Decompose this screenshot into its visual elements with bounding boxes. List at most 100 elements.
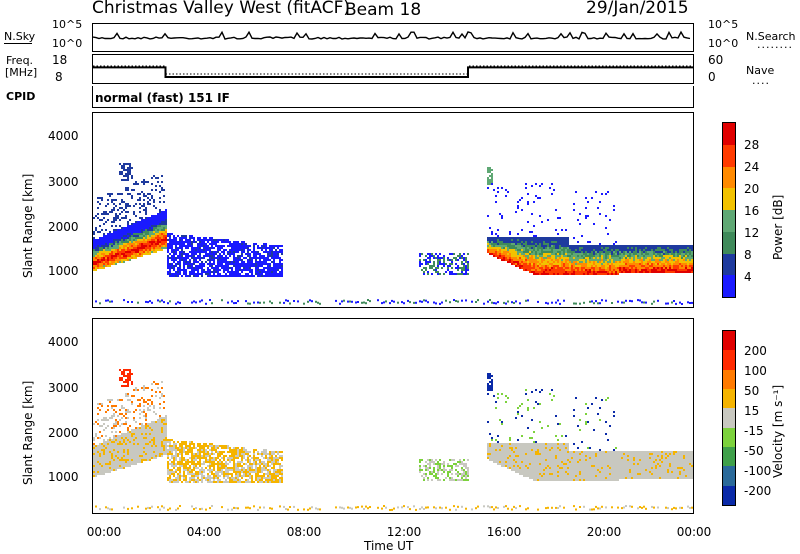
- power-pixel: [575, 259, 577, 261]
- velocity-pixel: [167, 473, 169, 475]
- power-pixel: [495, 247, 497, 249]
- velocity-pixel: [147, 425, 149, 427]
- power-pixel: [261, 275, 263, 277]
- power-pixel: [685, 267, 687, 269]
- velocity-pixel: [193, 467, 195, 469]
- velocity-pixel: [101, 425, 103, 427]
- power-pixel: [605, 247, 607, 249]
- power-pixel: [177, 269, 179, 271]
- power-pixel: [125, 241, 127, 243]
- power-pixel: [437, 263, 439, 265]
- power-pixel: [669, 257, 671, 259]
- power-pixel: [573, 302, 575, 305]
- power-pixel: [159, 191, 161, 193]
- power-pixel: [113, 219, 115, 221]
- power-pixel: [585, 197, 587, 199]
- velocity-pixel: [115, 453, 117, 455]
- power-pixel: [155, 243, 157, 245]
- power-pixel: [119, 193, 121, 195]
- velocity-pixel: [119, 451, 121, 453]
- power-pixel: [491, 245, 493, 247]
- velocity-pixel: [125, 375, 127, 377]
- power-pixel: [585, 261, 587, 263]
- power-pixel: [591, 253, 593, 255]
- power-pixel: [497, 241, 499, 243]
- velocity-pixel: [189, 451, 191, 453]
- power-pixel: [543, 239, 545, 241]
- power-pixel: [519, 261, 521, 263]
- power-pixel: [535, 195, 537, 197]
- velocity-pixel: [171, 479, 173, 481]
- power-pixel: [565, 243, 567, 245]
- power-pixel: [261, 255, 263, 257]
- velocity-pixel: [179, 459, 181, 461]
- power-pixel: [579, 251, 581, 253]
- velocity-pixel: [193, 473, 195, 475]
- power-pixel: [265, 259, 267, 261]
- power-pixel: [629, 261, 631, 263]
- velocity-pixel: [123, 459, 125, 461]
- power-pixel: [127, 179, 129, 181]
- power-pixel: [671, 257, 673, 259]
- velocity-pixel: [105, 469, 107, 471]
- power-pixel: [555, 249, 557, 251]
- cpid-panel: normal (fast) 151 IF: [92, 86, 694, 108]
- power-pixel: [565, 247, 567, 249]
- power-pixel: [103, 213, 105, 215]
- velocity-pixel: [149, 405, 151, 407]
- power-pixel: [191, 241, 193, 243]
- velocity-pixel: [209, 507, 211, 510]
- power-pixel: [195, 249, 197, 251]
- power-pixel: [237, 273, 239, 275]
- power-pixel: [563, 267, 565, 269]
- power-pixel: [249, 302, 251, 305]
- power-pixel: [213, 259, 215, 261]
- velocity-pixel: [93, 423, 95, 425]
- power-pixel: [225, 239, 227, 241]
- power-pixel: [547, 241, 549, 243]
- power-pixel: [517, 257, 519, 259]
- power-colorbar-segment: [723, 123, 735, 145]
- power-pixel: [127, 249, 129, 251]
- velocity-pixel: [115, 411, 117, 413]
- velocity-pixel: [159, 445, 161, 447]
- power-pixel: [539, 241, 541, 243]
- power-pixel: [631, 255, 633, 257]
- power-pixel: [153, 229, 155, 231]
- power-pixel: [217, 247, 219, 249]
- velocity-pixel: [151, 443, 153, 445]
- power-pixel: [457, 267, 459, 269]
- power-pixel: [613, 271, 615, 273]
- power-pixel: [191, 265, 193, 267]
- power-pixel: [667, 265, 669, 267]
- power-pixel: [517, 265, 519, 267]
- velocity-pixel: [121, 385, 123, 387]
- velocity-pixel: [135, 441, 137, 443]
- power-pixel: [591, 249, 593, 251]
- power-pixel: [115, 215, 117, 217]
- velocity-pixel: [167, 453, 169, 455]
- power-pixel: [491, 233, 493, 235]
- power-pixel: [141, 219, 143, 221]
- power-pixel: [129, 255, 131, 257]
- power-pixel: [437, 265, 439, 267]
- power-pixel: [519, 267, 521, 269]
- power-pixel: [671, 271, 673, 273]
- velocity-pixel: [163, 437, 165, 439]
- power-pixel: [269, 269, 271, 271]
- velocity-pixel: [103, 429, 105, 431]
- power-pixel: [227, 267, 229, 269]
- power-pixel: [195, 267, 197, 269]
- velocity-pixel: [103, 465, 105, 467]
- power-pixel: [147, 239, 149, 241]
- power-pixel: [443, 261, 445, 263]
- velocity-pixel: [157, 423, 159, 425]
- power-pixel: [243, 269, 245, 271]
- power-pixel: [109, 243, 111, 245]
- power-pixel: [619, 255, 621, 257]
- power-pixel: [123, 229, 125, 231]
- power-pixel: [151, 225, 153, 227]
- power-pixel: [651, 249, 653, 251]
- power-pixel: [149, 235, 151, 237]
- power-pixel: [535, 261, 537, 263]
